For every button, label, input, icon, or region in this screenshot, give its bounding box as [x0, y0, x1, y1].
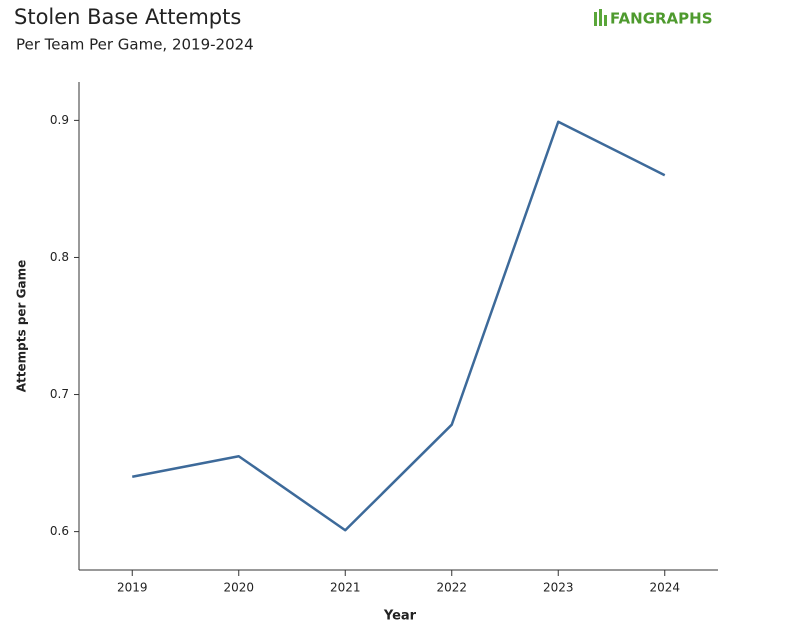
x-tick-label: 2019	[117, 581, 148, 595]
logo-text: FANGRAPHS	[610, 10, 713, 28]
y-tick-label: 0.8	[50, 250, 69, 264]
chart-title: Stolen Base Attempts	[14, 5, 241, 29]
y-axis-label: Attempts per Game	[15, 260, 29, 392]
y-tick-label: 0.7	[50, 387, 69, 401]
chart-subtitle: Per Team Per Game, 2019-2024	[16, 36, 254, 54]
x-tick-label: 2022	[436, 581, 467, 595]
x-tick-label: 2023	[543, 581, 574, 595]
logo-icon	[594, 12, 597, 26]
x-tick-label: 2020	[223, 581, 254, 595]
line-series	[132, 120, 666, 532]
x-tick-label: 2021	[330, 581, 361, 595]
y-tick-label: 0.9	[50, 113, 69, 127]
logo: FANGRAPHS	[594, 9, 713, 28]
logo-icon	[604, 15, 607, 26]
y-tick-label: 0.6	[50, 524, 69, 538]
x-tick-label: 2024	[649, 581, 680, 595]
logo-icon	[599, 9, 602, 26]
x-axis-label: Year	[383, 609, 417, 624]
